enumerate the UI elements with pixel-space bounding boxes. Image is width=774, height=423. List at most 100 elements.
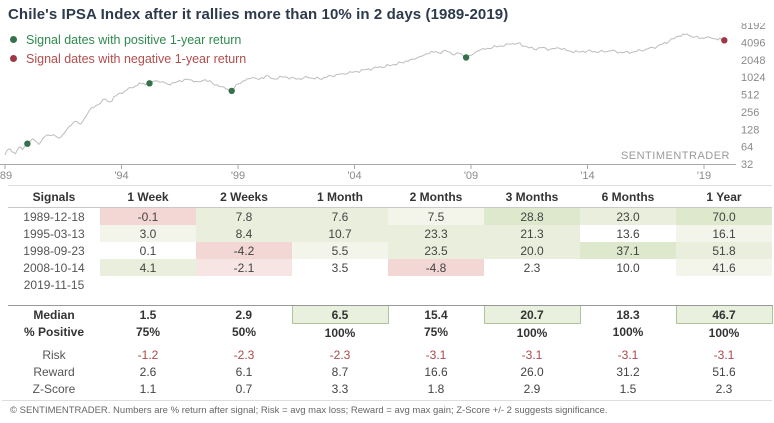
price-chart: SENTIMENTRADER '89 '94 '99 '04 '09 '14 '19 8192 4… [0, 23, 765, 182]
returns-table: Signals 1 Week 2 Weeks 1 Month 2 Months 3 Mon… [8, 185, 773, 397]
chart-legend: Signal dates with positive 1-year return… [10, 30, 246, 68]
table-cell: -3.1 [521, 347, 543, 362]
row-label: 2008-10-14 [23, 260, 85, 275]
signal-date-row: 1989-12-18 -0.1 7.8 7.6 7.5 28.8 23.0 70.0 [8, 207, 772, 225]
col-header-1-week: 1 Week [100, 185, 196, 208]
table-cell: -1.2 [137, 347, 159, 362]
table-cell: 7.8 [196, 207, 292, 225]
price-line [4, 33, 727, 156]
table-cell: 26.0 [520, 364, 544, 379]
table-cell: -2.3 [329, 347, 351, 362]
table-cell: 31.2 [616, 364, 640, 379]
table-cell: 7.5 [388, 207, 484, 225]
table-cell: 5.5 [292, 242, 388, 259]
col-header-2-weeks: 2 Weeks [196, 185, 292, 208]
y-axis-label: 128 [741, 124, 759, 136]
table-cell: 2.9 [523, 381, 541, 396]
table-cell: 2.6 [139, 364, 157, 379]
table-cell: 10.7 [292, 225, 388, 242]
table-cell: 7.6 [292, 207, 388, 225]
y-axis-label: 8192 [741, 23, 765, 32]
row-label: 2019-11-15 [23, 277, 85, 292]
table-cell: 13.6 [580, 225, 676, 242]
positive-signal-dot [228, 87, 235, 95]
chart-title: Chile's IPSA Index after it rallies more… [8, 6, 509, 23]
x-axis-label: '14 [580, 170, 594, 182]
signal-date-row: 2008-10-14 4.1 -2.1 3.5 -4.8 2.3 10.0 41.6 [8, 259, 772, 276]
table-cell: 75% [135, 325, 161, 340]
table-cell: 51.8 [676, 242, 772, 259]
table-cell: 21.3 [484, 225, 580, 242]
col-header-1-year: 1 Year [676, 185, 772, 208]
table-cell: 41.6 [676, 259, 772, 276]
summary-row-reward: Reward 2.6 6.1 8.7 16.6 26.0 31.2 51.6 [8, 363, 772, 380]
col-header-6-months: 6 Months [580, 185, 676, 208]
table-cell [388, 276, 484, 293]
table-cell: -4.2 [196, 242, 292, 259]
positive-signal-dot [24, 140, 31, 147]
table-cell: 1.5 [619, 381, 637, 396]
y-axis-label: 32 [741, 159, 753, 171]
table-cell: 10.0 [580, 259, 676, 276]
row-label: Median [33, 307, 75, 322]
table-cell: 2.3 [715, 381, 733, 396]
table-cell: -4.8 [388, 259, 484, 276]
x-axis-label: '94 [114, 170, 128, 182]
col-header-signals: Signals [8, 185, 100, 208]
table-cell [196, 276, 292, 293]
legend-label-positive: Signal dates with positive 1-year return [26, 32, 242, 47]
table-cell: 3.3 [331, 381, 349, 396]
table-cell: 4.1 [100, 259, 196, 276]
positive-signal-dot [146, 80, 153, 87]
legend-label-negative: Signal dates with negative 1-year return [26, 51, 247, 66]
y-axis-label: 1024 [741, 72, 765, 84]
table-cell: 16.1 [676, 225, 772, 242]
row-label: Z-Score [32, 381, 76, 396]
table-cell: 23.0 [580, 207, 676, 225]
y-axis-label: 512 [741, 90, 759, 102]
table-cell: 23.5 [388, 242, 484, 259]
table-cell: 20.7 [483, 305, 581, 324]
table-cell: -3.1 [425, 347, 447, 362]
table-cell: 8.4 [196, 225, 292, 242]
row-label: 1995-03-13 [23, 226, 85, 241]
col-header-3-months: 3 Months [484, 185, 580, 208]
chart-area: Signal dates with positive 1-year return… [0, 23, 774, 185]
table-cell: 3.0 [100, 225, 196, 242]
table-cell: 1.8 [427, 381, 445, 396]
y-axis-label: 256 [741, 107, 759, 119]
table-cell: 2.9 [235, 307, 253, 322]
table-cell: 6.5 [291, 305, 389, 324]
table-cell: 100% [708, 325, 740, 340]
table-cell: 28.8 [484, 207, 580, 225]
col-header-1-month: 1 Month [292, 185, 388, 208]
table-cell: 16.6 [424, 364, 448, 379]
table-cell [580, 276, 676, 293]
table-cell: 0.7 [235, 381, 253, 396]
x-axis-label: '19 [697, 170, 711, 182]
table-cell: 2.3 [484, 259, 580, 276]
signal-date-row: 2019-11-15 [8, 276, 772, 293]
table-separator [8, 293, 772, 306]
footnote: © SENTIMENTRADER. Numbers are % return a… [2, 400, 772, 416]
table-cell: 8.7 [331, 364, 349, 379]
table-cell: 1.1 [139, 381, 157, 396]
table-cell: 15.4 [424, 307, 448, 322]
x-axis-label: '09 [464, 170, 478, 182]
table-cell: 70.0 [676, 207, 772, 225]
row-label: Reward [33, 364, 75, 379]
table-cell: -2.3 [233, 347, 255, 362]
signal-date-row: 1998-09-23 0.1 -4.2 5.5 23.5 20.0 37.1 51.8 [8, 242, 772, 259]
table-cell: 100% [612, 325, 644, 340]
table-cell: 23.3 [388, 225, 484, 242]
y-axis-label: 64 [741, 142, 753, 154]
table-cell: 37.1 [580, 242, 676, 259]
table-cell [676, 276, 772, 293]
table-cell [100, 276, 196, 293]
x-axis-label: '89 [0, 170, 12, 182]
positive-signal-dot [462, 54, 470, 61]
y-axis-label: 2048 [741, 55, 765, 67]
table-cell: -3.1 [713, 347, 735, 362]
table-cell: -3.1 [617, 347, 639, 362]
table-cell: 51.6 [712, 364, 736, 379]
